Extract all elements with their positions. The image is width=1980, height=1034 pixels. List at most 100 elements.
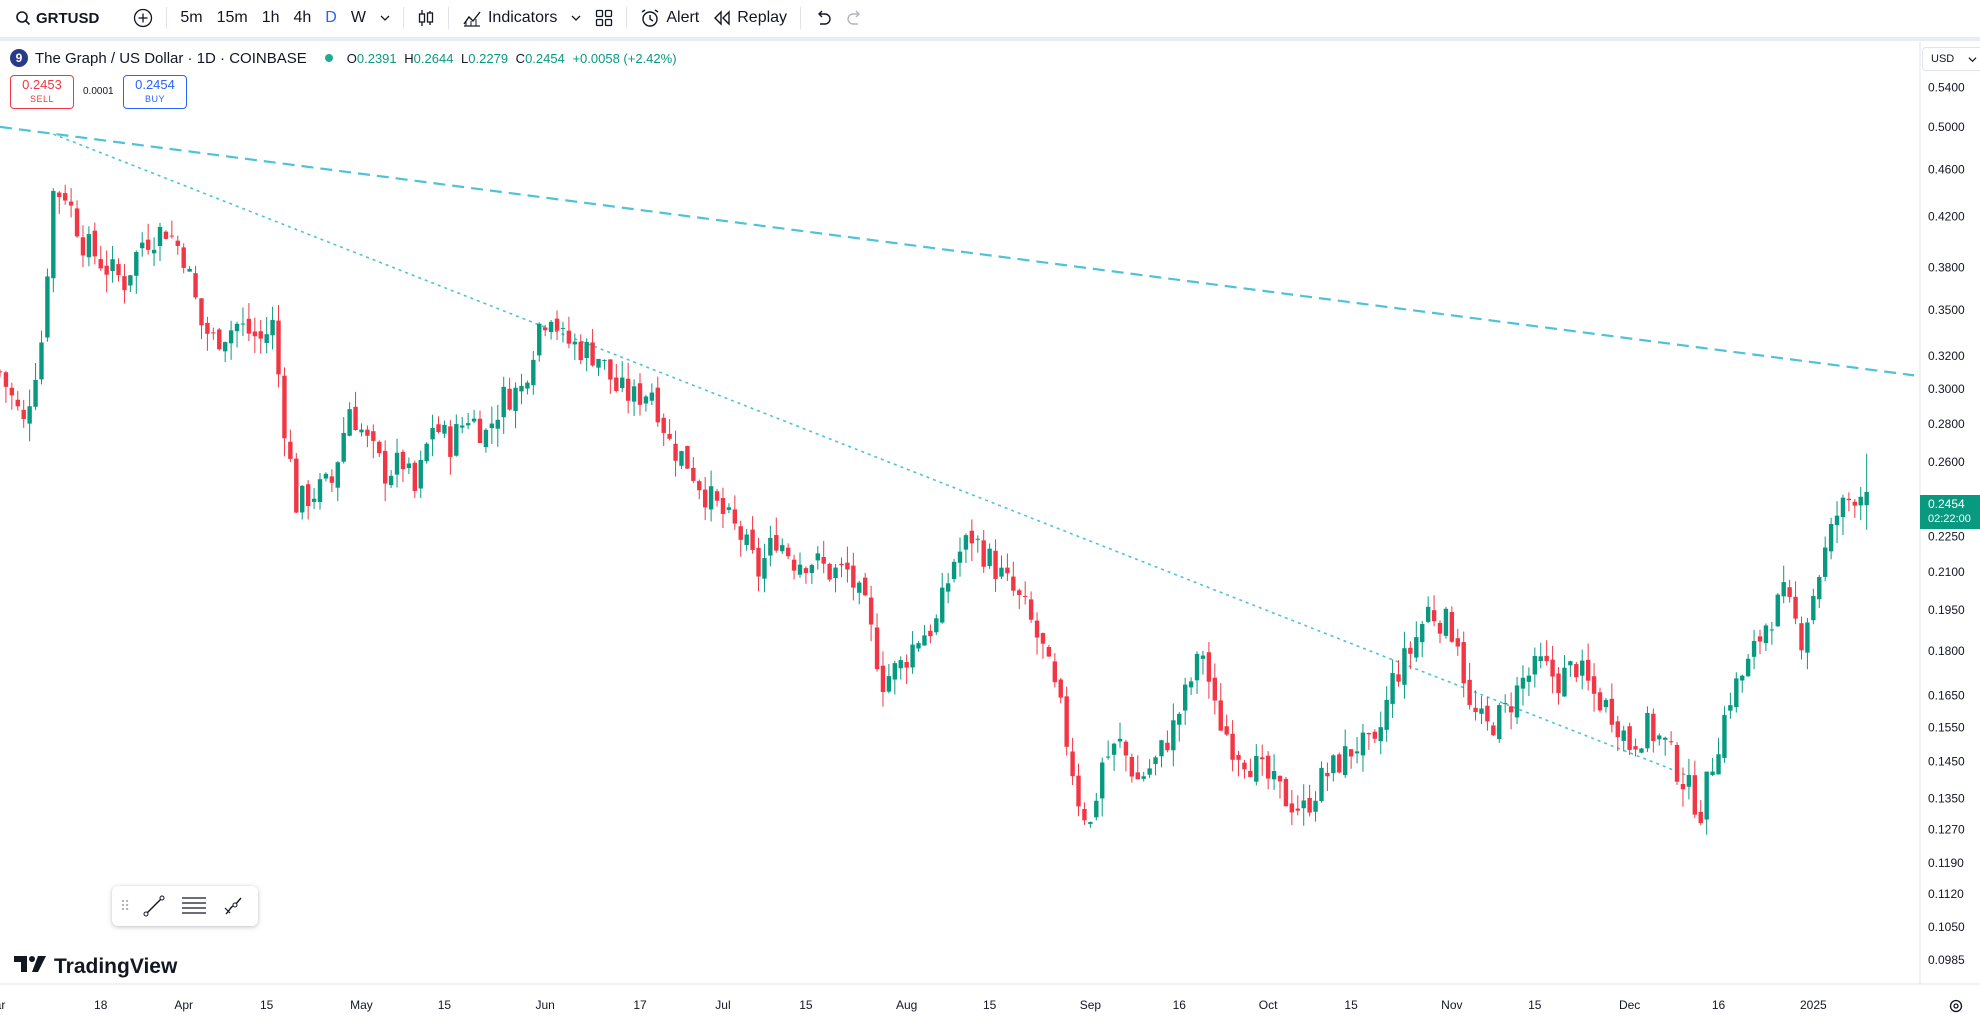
candle-body <box>400 451 406 470</box>
candle-body <box>270 320 275 336</box>
candle-body <box>566 330 572 344</box>
candle-body <box>145 239 151 250</box>
candle-body <box>1692 775 1698 815</box>
replay-button[interactable]: Replay <box>706 0 794 36</box>
candle-body <box>116 264 121 276</box>
candle-body <box>1206 652 1212 682</box>
symbol-search-button[interactable]: GRTUSD <box>8 0 106 36</box>
candle-body <box>1609 698 1615 725</box>
candle-body <box>655 387 660 423</box>
candle-body <box>1384 699 1389 730</box>
timeframe-1d[interactable]: D <box>325 9 337 26</box>
indicators-button[interactable]: Indicators <box>455 0 564 36</box>
candle-body <box>377 441 382 454</box>
candle-body <box>1028 599 1034 620</box>
candle-body <box>1218 700 1223 731</box>
candle-body <box>1111 743 1117 755</box>
candle-body <box>1289 803 1295 813</box>
timeframe-4h[interactable]: 4h <box>293 9 312 26</box>
trendline-dashed[interactable] <box>0 125 1915 377</box>
x-tick-label: 16 <box>1712 998 1726 1012</box>
buy-button[interactable]: 0.2454 BUY <box>123 75 187 109</box>
layouts-button[interactable] <box>588 0 620 36</box>
timeframe-1w[interactable]: W <box>350 9 366 26</box>
symbol-title[interactable]: The Graph / US Dollar · 1D · COINBASE <box>35 49 307 67</box>
brand-name: TradingView <box>54 955 178 978</box>
candle-body <box>3 372 9 387</box>
floating-drawing-toolbar: ⠿ <box>112 886 258 926</box>
candle-body <box>1437 622 1443 634</box>
y-tick-label: 0.3800 <box>1928 261 1965 275</box>
buy-price: 0.2454 <box>135 77 175 92</box>
candle-body <box>1011 576 1016 591</box>
timeframe-15m[interactable]: 15m <box>216 9 248 26</box>
compare-button[interactable] <box>126 0 160 36</box>
candle-body <box>1502 703 1508 705</box>
top-toolbar: GRTUSD 5m 15m 1h 4h D W Indicators Alert… <box>0 0 1980 36</box>
candle-body <box>1621 730 1626 741</box>
candle-body <box>1100 762 1105 799</box>
candle-body <box>359 429 364 433</box>
candle-body <box>21 409 26 419</box>
candle-body <box>1680 784 1686 790</box>
candle-body <box>1603 699 1609 708</box>
timeframe-5m[interactable]: 5m <box>180 9 203 26</box>
timeframe-1h[interactable]: 1h <box>261 9 280 26</box>
candle-body <box>1497 705 1502 740</box>
y-tick-label: 0.1800 <box>1928 644 1965 658</box>
candle-body <box>1194 653 1200 681</box>
candle-body <box>542 327 548 331</box>
trendline-dotted[interactable] <box>53 133 1690 777</box>
candle-body <box>584 341 589 359</box>
candle-body <box>1307 797 1312 813</box>
candle-body <box>1556 673 1561 694</box>
undo-button[interactable] <box>807 0 839 36</box>
drag-handle-icon[interactable]: ⠿ <box>119 897 131 914</box>
alert-button[interactable]: Alert <box>633 0 706 36</box>
candle-body <box>691 467 696 481</box>
candle-body <box>1591 676 1597 694</box>
candle-body <box>1532 656 1538 675</box>
chart-settings-button[interactable] <box>1944 994 1968 1018</box>
candle-body <box>1182 684 1188 711</box>
y-tick-label: 0.5400 <box>1928 80 1965 94</box>
candle-body <box>1704 771 1709 820</box>
candle-body <box>1627 726 1632 750</box>
candle-body <box>1348 749 1354 757</box>
candle-body <box>708 486 714 510</box>
candle-body <box>1479 708 1484 714</box>
sell-button[interactable]: 0.2453 SELL <box>10 75 74 109</box>
currency-selector[interactable]: USD <box>1922 47 1980 71</box>
candle-body <box>1325 772 1330 777</box>
candle-body <box>15 399 20 407</box>
candle-body <box>1088 822 1093 824</box>
candle-body <box>1058 679 1063 698</box>
tradingview-logo[interactable]: TradingView <box>14 954 177 980</box>
candle-body <box>483 429 489 448</box>
candle-body <box>341 432 346 462</box>
candle-body <box>809 565 815 573</box>
candle-body <box>519 385 524 392</box>
x-tick-label: 15 <box>983 998 997 1012</box>
candle-body <box>465 423 471 426</box>
change-value: +0.0058 (+2.42%) <box>572 50 677 66</box>
candle-body <box>1455 638 1460 647</box>
fib-tool-button[interactable] <box>174 886 214 926</box>
candle-body <box>1408 647 1413 654</box>
redo-button[interactable] <box>839 0 871 36</box>
indicators-dropdown[interactable] <box>564 0 588 36</box>
candle-body <box>857 582 862 593</box>
timeframe-dropdown[interactable] <box>373 0 397 36</box>
candle-body <box>531 359 536 386</box>
y-tick-label: 0.1050 <box>1928 920 1965 934</box>
trend-line-tool-button[interactable] <box>134 886 174 926</box>
candle-body <box>1337 754 1342 773</box>
candle-body <box>258 331 263 339</box>
candle-body <box>1200 655 1206 659</box>
brush-tool-button[interactable] <box>214 886 254 926</box>
candle-body <box>1254 755 1259 782</box>
candle-body <box>667 433 672 439</box>
chart-type-button[interactable] <box>410 0 442 36</box>
chevron-down-icon <box>571 15 581 21</box>
